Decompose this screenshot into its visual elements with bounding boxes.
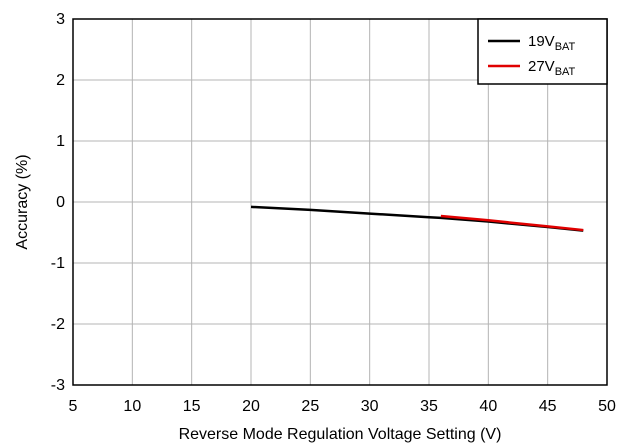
y-tick-label: 3 [56,11,65,28]
x-tick-labels: 5 10 15 20 25 30 35 40 45 50 [69,398,616,415]
series-line-2 [440,214,584,232]
y-tick-label: 1 [56,133,65,150]
x-tick-label: 25 [301,398,319,415]
x-tick-label: 30 [361,398,379,415]
x-tick-label: 10 [123,398,141,415]
x-tick-label: 35 [420,398,438,415]
y-tick-label: -1 [51,255,65,272]
x-tick-label: 5 [69,398,78,415]
x-tick-label: 50 [598,398,616,415]
legend-label-2: 27VBAT [528,58,576,78]
legend-label-1: 19VBAT [528,33,576,53]
y-tick-label: 0 [56,194,65,211]
x-axis-label: Reverse Mode Regulation Voltage Setting … [179,426,502,443]
legend-box [477,18,608,85]
series-lines [250,205,584,232]
plot-frame [72,18,608,386]
y-tick-label: -3 [51,377,65,394]
x-tick-label: 40 [479,398,497,415]
y-tick-label: -2 [51,316,65,333]
series-line-1 [250,205,584,232]
x-tick-label: 45 [539,398,557,415]
y-axis-label: Accuracy (%) [14,154,31,249]
y-tick-labels: -3 -2 -1 0 1 2 3 [51,11,65,394]
x-tick-label: 20 [242,398,260,415]
y-tick-label: 2 [56,72,65,89]
x-tick-label: 15 [183,398,201,415]
legend: 19VBAT 27VBAT [477,18,608,85]
